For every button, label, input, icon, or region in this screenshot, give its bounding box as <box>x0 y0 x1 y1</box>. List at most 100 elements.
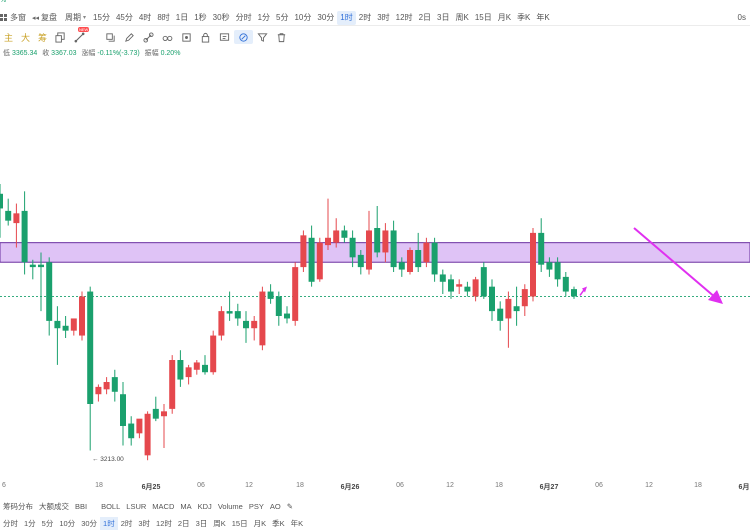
period-item[interactable]: 30秒 <box>212 12 230 22</box>
bottom-period-item[interactable]: 10分 <box>59 518 76 528</box>
bottom-period-item[interactable]: 3时 <box>138 518 151 528</box>
bottom-period-item[interactable]: 季K <box>272 518 285 528</box>
period-item[interactable]: 8时 <box>157 12 170 22</box>
candle-body <box>226 311 233 314</box>
period-list: 15分 45分 4时 8时 1日 1秒 30秒 分时 1分 5分 10分 30分 1时 2时 3时 12时 2日… <box>90 10 553 25</box>
period-item[interactable]: 1秒 <box>194 12 207 22</box>
period-item[interactable]: 年K <box>536 12 550 22</box>
multi-window-button[interactable]: 多窗 <box>0 12 28 23</box>
period-item[interactable]: 3日 <box>437 12 450 22</box>
period-item[interactable]: 12时 <box>395 12 413 22</box>
trash-icon[interactable] <box>272 30 291 44</box>
indicator-item[interactable]: BBI <box>75 501 88 511</box>
bottom-period-item[interactable]: 月K <box>253 518 267 528</box>
bottom-period-item[interactable]: 3日 <box>195 518 208 528</box>
bottom-period-item[interactable]: 分时 <box>3 518 18 528</box>
bottom-period-bar: 分时 1分 5分 10分 30分 1时 2时 3时 12时 2日 3日 周K 15日 月K 季K 年K <box>0 516 750 530</box>
candle-body <box>202 364 208 373</box>
candle-body <box>456 284 463 287</box>
drawing-toolbar: 主 大 筹 NEW <box>0 27 750 46</box>
candle-body <box>218 311 225 336</box>
bottom-period-item[interactable]: 周K <box>213 518 226 528</box>
indicator-item[interactable]: PSY <box>248 501 264 511</box>
period-item[interactable]: 4时 <box>138 12 152 22</box>
candle-body <box>111 377 118 392</box>
bottom-period-item[interactable]: 2时 <box>120 518 133 528</box>
new-badge: NEW <box>78 27 90 32</box>
period-item[interactable]: 1时 <box>337 10 356 25</box>
countdown-label: 0s <box>737 13 746 22</box>
indicator-item[interactable]: MA <box>180 501 192 511</box>
period-item[interactable]: 10分 <box>294 12 312 22</box>
comment-icon[interactable] <box>215 30 234 44</box>
candle-body <box>366 230 372 270</box>
indicator-item[interactable]: LSUR <box>126 501 147 511</box>
time-tick-label: 06 <box>396 482 404 489</box>
bottom-period-item[interactable]: 30分 <box>81 518 98 528</box>
pencil-icon[interactable] <box>120 30 139 44</box>
candle-body <box>448 279 454 292</box>
candle-body <box>251 320 258 329</box>
period-item[interactable]: 15分 <box>93 12 110 22</box>
period-item[interactable]: 季K <box>517 12 531 22</box>
period-item[interactable]: 5分 <box>276 12 289 22</box>
candle-body <box>316 242 323 280</box>
period-item[interactable]: 45分 <box>115 12 133 22</box>
period-item[interactable]: 周K <box>455 12 469 22</box>
main-force-button[interactable]: 主 <box>3 32 13 43</box>
candle-body <box>325 237 331 246</box>
copy-icon[interactable] <box>51 30 70 44</box>
indicator-item[interactable]: KDJ <box>197 501 212 511</box>
indicator-item[interactable]: AO <box>269 501 281 511</box>
candle-body <box>87 291 94 404</box>
indicator-item[interactable]: 筹码分布 <box>3 501 33 511</box>
lock-icon[interactable] <box>196 30 215 44</box>
candle-body <box>103 382 110 390</box>
low-label: 低 <box>3 50 10 57</box>
close-value: 3367.03 <box>51 50 77 57</box>
period-item[interactable]: 2时 <box>358 12 372 22</box>
candlestick-chart[interactable] <box>0 0 750 480</box>
period-item[interactable]: 分时 <box>235 12 252 22</box>
period-item[interactable]: 1分 <box>257 12 271 22</box>
period-item[interactable]: 15日 <box>474 12 492 22</box>
bottom-period-item[interactable]: 12时 <box>156 518 172 528</box>
bottom-period-item[interactable]: 2日 <box>177 518 190 528</box>
candle-body <box>29 264 36 268</box>
indicator-item[interactable]: ✎ <box>286 501 293 511</box>
indicator-item[interactable]: MACD <box>152 501 175 511</box>
time-tick-label: 12 <box>645 482 653 489</box>
bottom-period-item[interactable]: 年K <box>290 518 304 528</box>
amplitude-value: 0.20% <box>160 50 181 57</box>
magnet-icon[interactable]: NEW <box>70 27 90 44</box>
link-icon[interactable] <box>139 30 158 44</box>
bottom-period-item[interactable]: 15日 <box>231 518 248 528</box>
candle-body <box>169 360 176 409</box>
candle-body <box>554 262 561 280</box>
candle-body <box>382 230 389 253</box>
period-item[interactable]: 30分 <box>317 12 335 22</box>
period-item[interactable]: 2日 <box>418 12 432 22</box>
bottom-period-item[interactable]: 1时 <box>100 516 118 530</box>
bottom-period-item[interactable]: 1分 <box>24 518 36 528</box>
eye-icon[interactable] <box>177 30 196 44</box>
big-order-button[interactable]: 大 <box>20 32 30 43</box>
time-tick-label: 06 <box>595 482 603 489</box>
replay-button[interactable]: ◂◂ 复盘 <box>32 12 59 23</box>
draw-active-icon[interactable] <box>234 30 253 44</box>
filter-icon[interactable] <box>253 30 272 44</box>
candle-body <box>398 262 405 270</box>
period-item[interactable]: 月K <box>497 12 512 22</box>
candle-body <box>374 228 381 253</box>
candle-body <box>407 250 413 272</box>
period-item[interactable]: 1日 <box>175 12 189 22</box>
bottom-period-item[interactable]: 5分 <box>41 518 54 528</box>
copy-window-icon[interactable] <box>101 30 120 44</box>
indicator-item[interactable]: 大额成交 <box>39 501 69 511</box>
chips-button[interactable]: 筹 <box>37 32 47 43</box>
period-item[interactable]: 3时 <box>377 12 390 22</box>
glasses-icon[interactable] <box>158 30 177 44</box>
indicator-item[interactable]: BOLL <box>101 501 121 511</box>
period-dropdown[interactable]: 周期 ▾ <box>63 12 86 23</box>
indicator-item[interactable]: Volume <box>217 501 243 511</box>
